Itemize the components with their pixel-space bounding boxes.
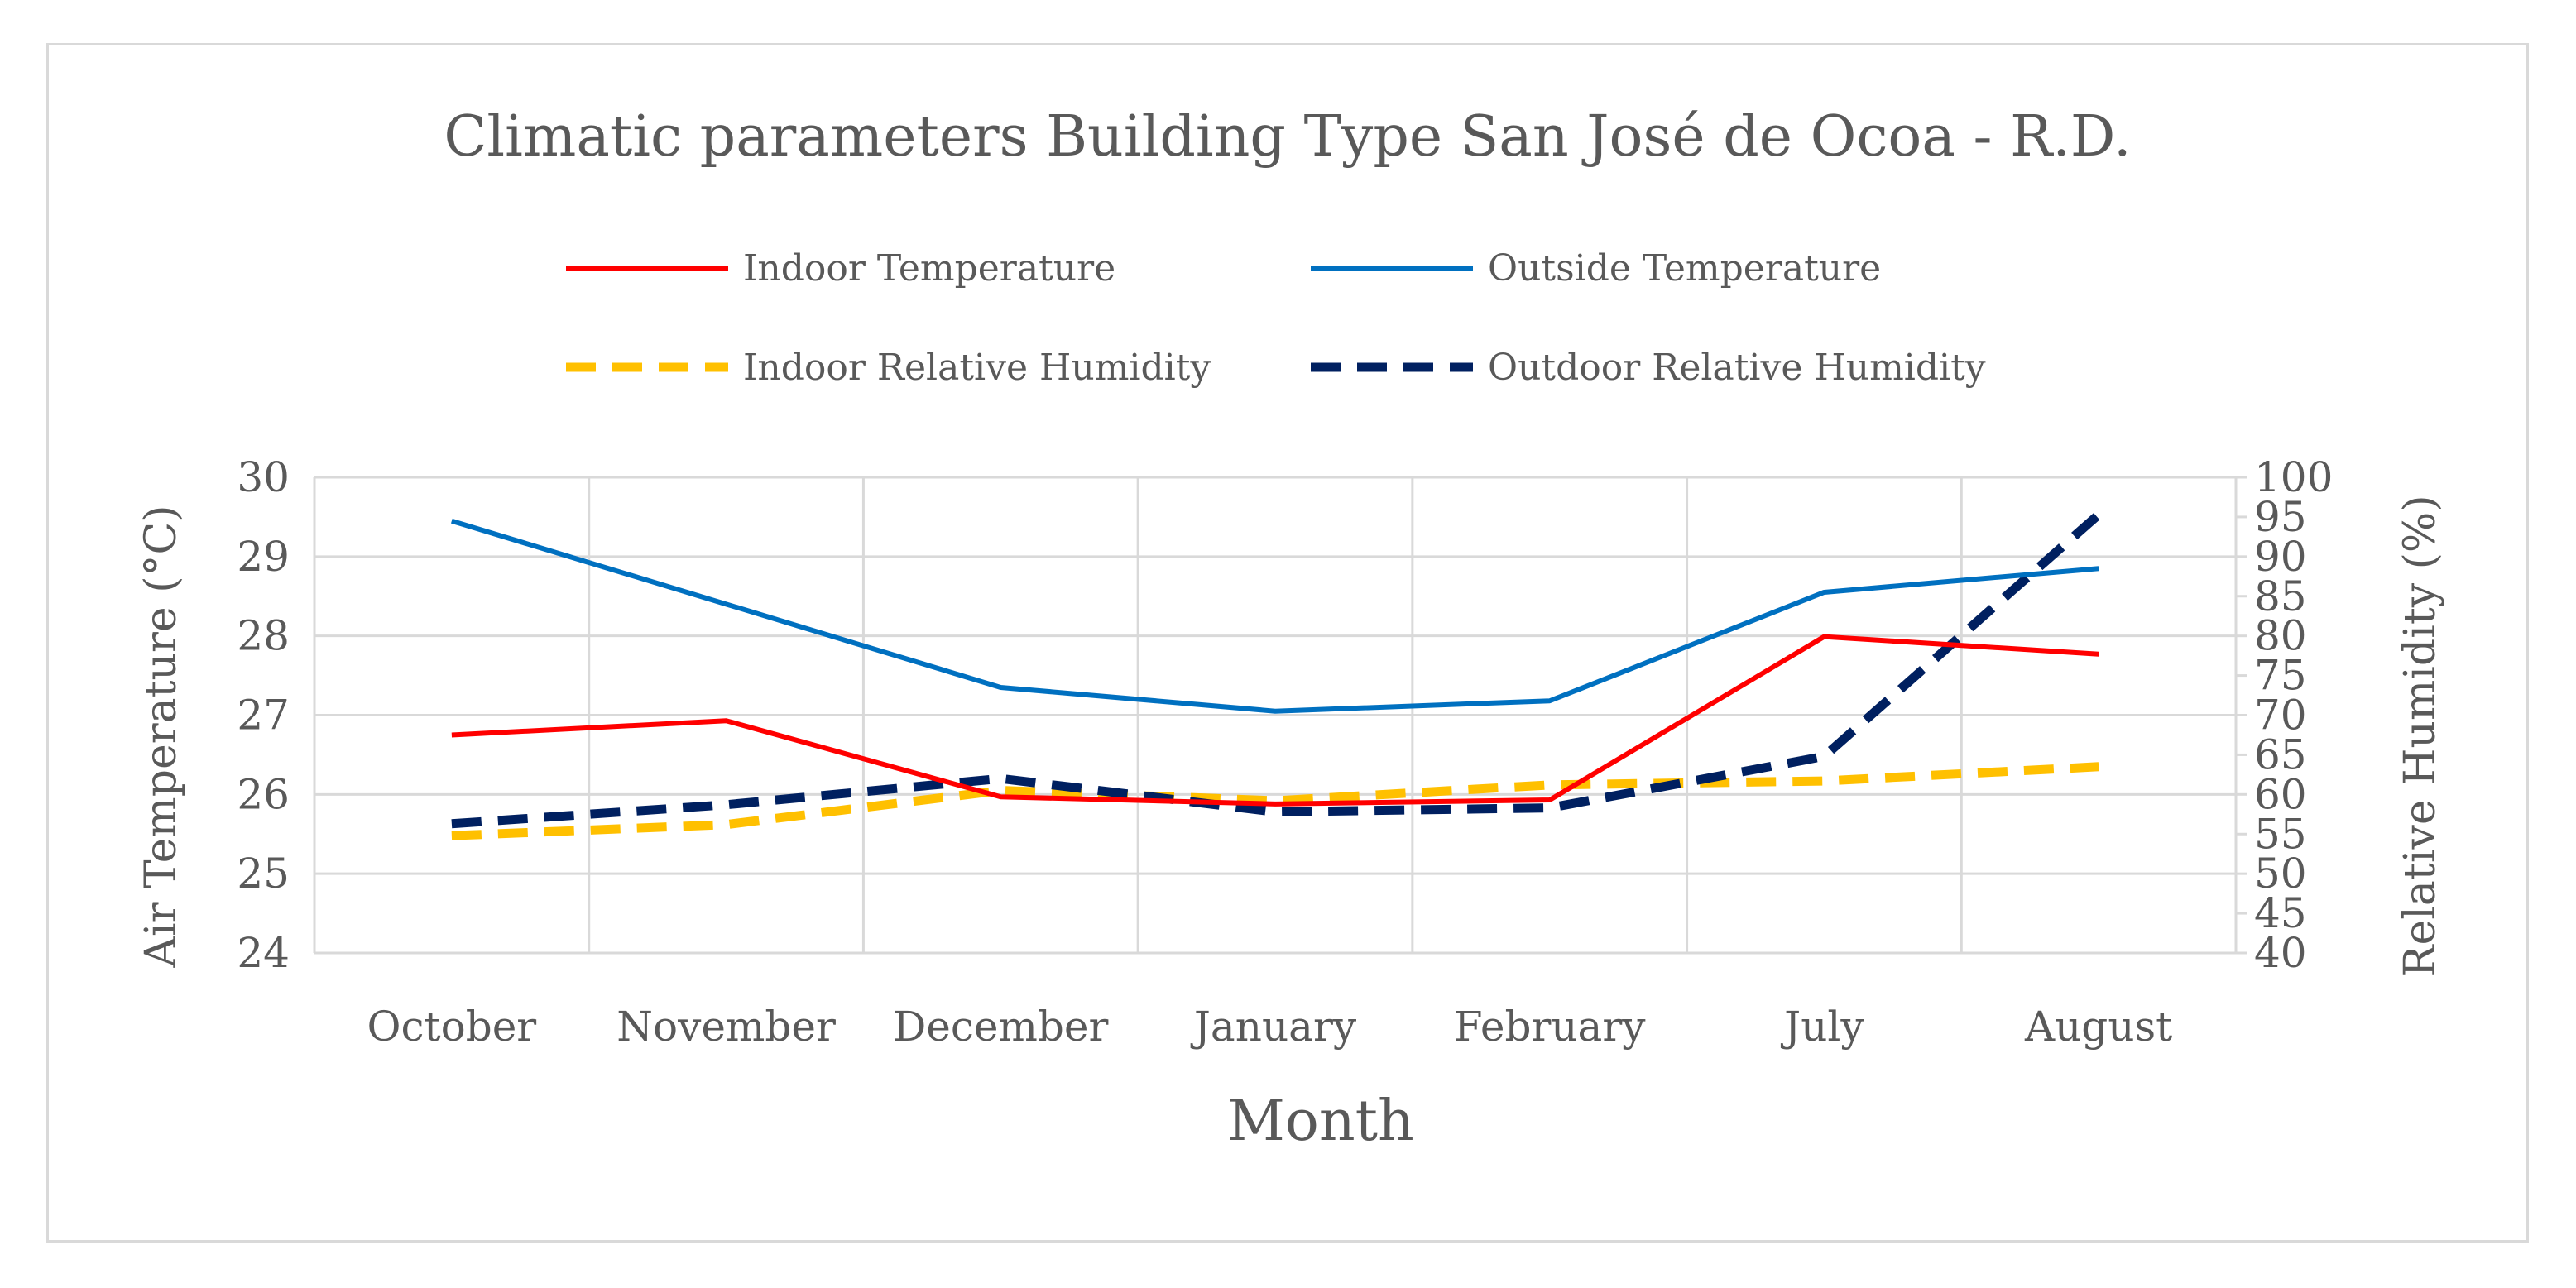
chart-title: Climatic parameters Building Type San Jo… [444,104,2131,170]
series-line-outside-temperature [450,518,2099,714]
y2-tick-label: 100 [2254,453,2333,501]
y2-tick-label: 45 [2254,889,2307,937]
y-tick-label: 30 [237,453,290,501]
y-tick-label: 29 [237,533,290,581]
y2-tick-label: 65 [2254,730,2307,778]
chart-frame [46,43,2529,1243]
x-axis-label: Month [1227,1089,1413,1154]
y2-tick-label: 80 [2254,612,2307,660]
y-axis-label: Air Temperature (°C) [137,505,186,968]
legend-label: Outdoor Relative Humidity [1488,347,1986,389]
y2-tick-label: 55 [2254,810,2307,858]
x-tick-label: November [616,1003,836,1051]
x-axis-ticks: October November December January February Ju… [367,1003,2173,1051]
left-axis-ticks: 24 25 26 27 28 29 30 [237,453,290,977]
y2-tick-label: 90 [2254,533,2307,581]
y2-tick-label: 60 [2254,770,2307,818]
legend-label: Indoor Temperature [743,247,1115,290]
grid-lines [313,476,2247,955]
y2-tick-label: 50 [2254,850,2307,898]
legend-label: Indoor Relative Humidity [743,347,1211,389]
series-line-indoor-temperature [451,634,2099,807]
y2-tick-label: 40 [2254,929,2307,977]
y2-tick-label: 75 [2254,652,2307,700]
y-tick-label: 24 [237,929,290,977]
y-tick-label: 25 [237,850,290,898]
y-tick-label: 28 [237,612,290,660]
y2-tick-label: 95 [2254,493,2307,541]
series-lines [450,510,2102,840]
y2-tick-label: 85 [2254,572,2307,620]
x-tick-label: August [2024,1003,2172,1051]
x-tick-label: February [1454,1003,1646,1051]
x-tick-label: January [1190,1003,1357,1051]
y2-tick-label: 70 [2254,692,2307,740]
x-tick-label: December [893,1003,1108,1051]
y-tick-label: 27 [237,692,290,740]
legend: Indoor Temperature Outside Temperature Ind… [566,247,1986,389]
y-tick-label: 26 [237,770,290,818]
x-tick-label: October [367,1003,537,1051]
x-tick-label: July [1780,1003,1864,1051]
y2-axis-label: Relative Humidity (%) [2396,495,2445,977]
legend-label: Outside Temperature [1488,247,1881,290]
